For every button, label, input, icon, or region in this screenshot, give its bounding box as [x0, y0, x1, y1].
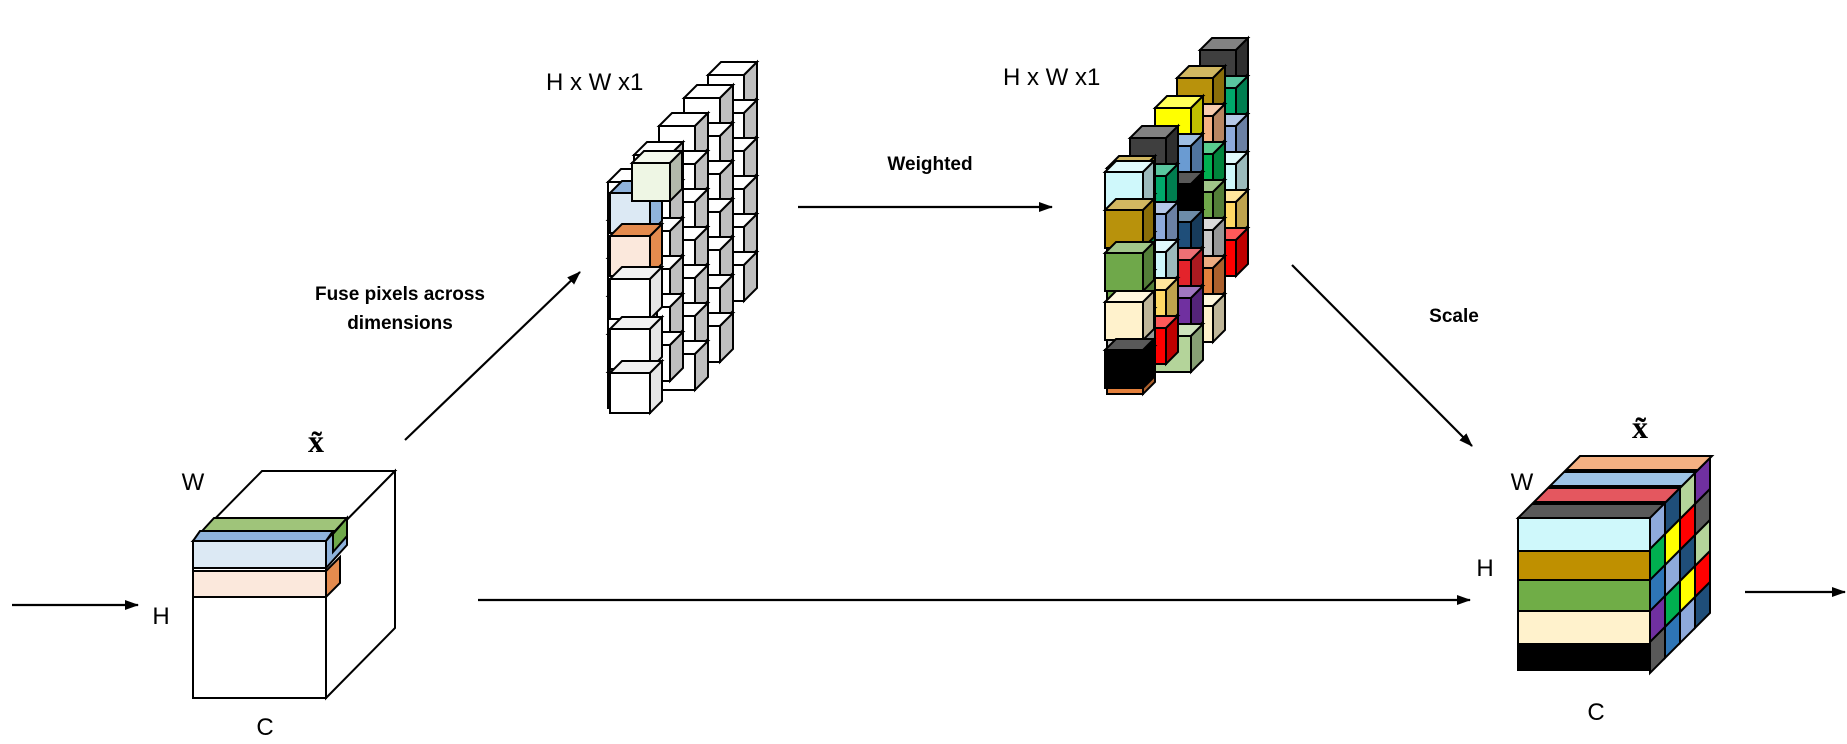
- input-tensor-label: x̃: [308, 423, 324, 459]
- fuse-label-line1: Fuse pixels across: [315, 284, 485, 305]
- output-layer-top: [1547, 471, 1699, 487]
- map2-cube-front-front: [1104, 349, 1144, 389]
- map2-cube-front: [1102, 239, 1157, 294]
- fuse-arrow: [404, 271, 581, 441]
- output-h-label: H: [1476, 555, 1493, 582]
- input-slice-blue-front: [192, 540, 327, 569]
- map2-cube-front: [1102, 336, 1157, 391]
- output-c-label: C: [1587, 699, 1604, 726]
- input-cube: [190, 468, 398, 701]
- map1-cube-front: [609, 278, 651, 320]
- map1-cube: [607, 358, 665, 416]
- output-layer-front: [1517, 610, 1651, 645]
- input-slice-green-side: [332, 515, 348, 555]
- fused-pixel-map: [605, 59, 760, 416]
- output-w-label: W: [1511, 469, 1534, 496]
- map1-cube-green: [629, 148, 685, 204]
- input-w-label: W: [182, 469, 205, 496]
- map1-cube-front: [609, 372, 651, 414]
- output-layer-top: [1515, 503, 1667, 519]
- map1-dims-label: H x W x1: [546, 69, 643, 96]
- weighted-label: Weighted: [887, 154, 972, 175]
- output-layer-front: [1517, 517, 1651, 552]
- input-c-label: C: [256, 714, 273, 741]
- weighted-pixel-map: [1102, 35, 1251, 397]
- map2-cube-front: [1102, 288, 1157, 343]
- output-layer-top: [1563, 455, 1715, 471]
- map2-dims-label: H x W x1: [1003, 64, 1100, 91]
- input-h-label: H: [152, 603, 169, 630]
- output-layer-front: [1517, 550, 1651, 581]
- output-tensor-label: x̃̃: [1632, 409, 1648, 445]
- input-slice-orange-front: [192, 570, 327, 598]
- map1-cube-green-front: [631, 162, 671, 202]
- scale-arrow: [1291, 264, 1473, 447]
- map2-cube-front-front: [1104, 252, 1144, 292]
- input-slice-orange-side: [325, 554, 341, 600]
- map1-cube: [607, 264, 665, 322]
- map1-cube: [607, 314, 665, 372]
- fuse-label-line2: dimensions: [347, 313, 453, 334]
- map2-cube-front-front: [1104, 301, 1144, 341]
- output-layer-front: [1517, 579, 1651, 612]
- map1-cube-orange: [607, 221, 665, 279]
- map2-cube-front: [1102, 196, 1157, 251]
- arrows: [12, 202, 1846, 610]
- scale-label: Scale: [1429, 306, 1479, 327]
- output-cube: [1515, 455, 1715, 676]
- output-side-cell: [1694, 579, 1711, 631]
- output-layer-top: [1531, 487, 1683, 503]
- output-layer-front: [1517, 643, 1651, 671]
- input-slice-blue-top: [191, 530, 335, 542]
